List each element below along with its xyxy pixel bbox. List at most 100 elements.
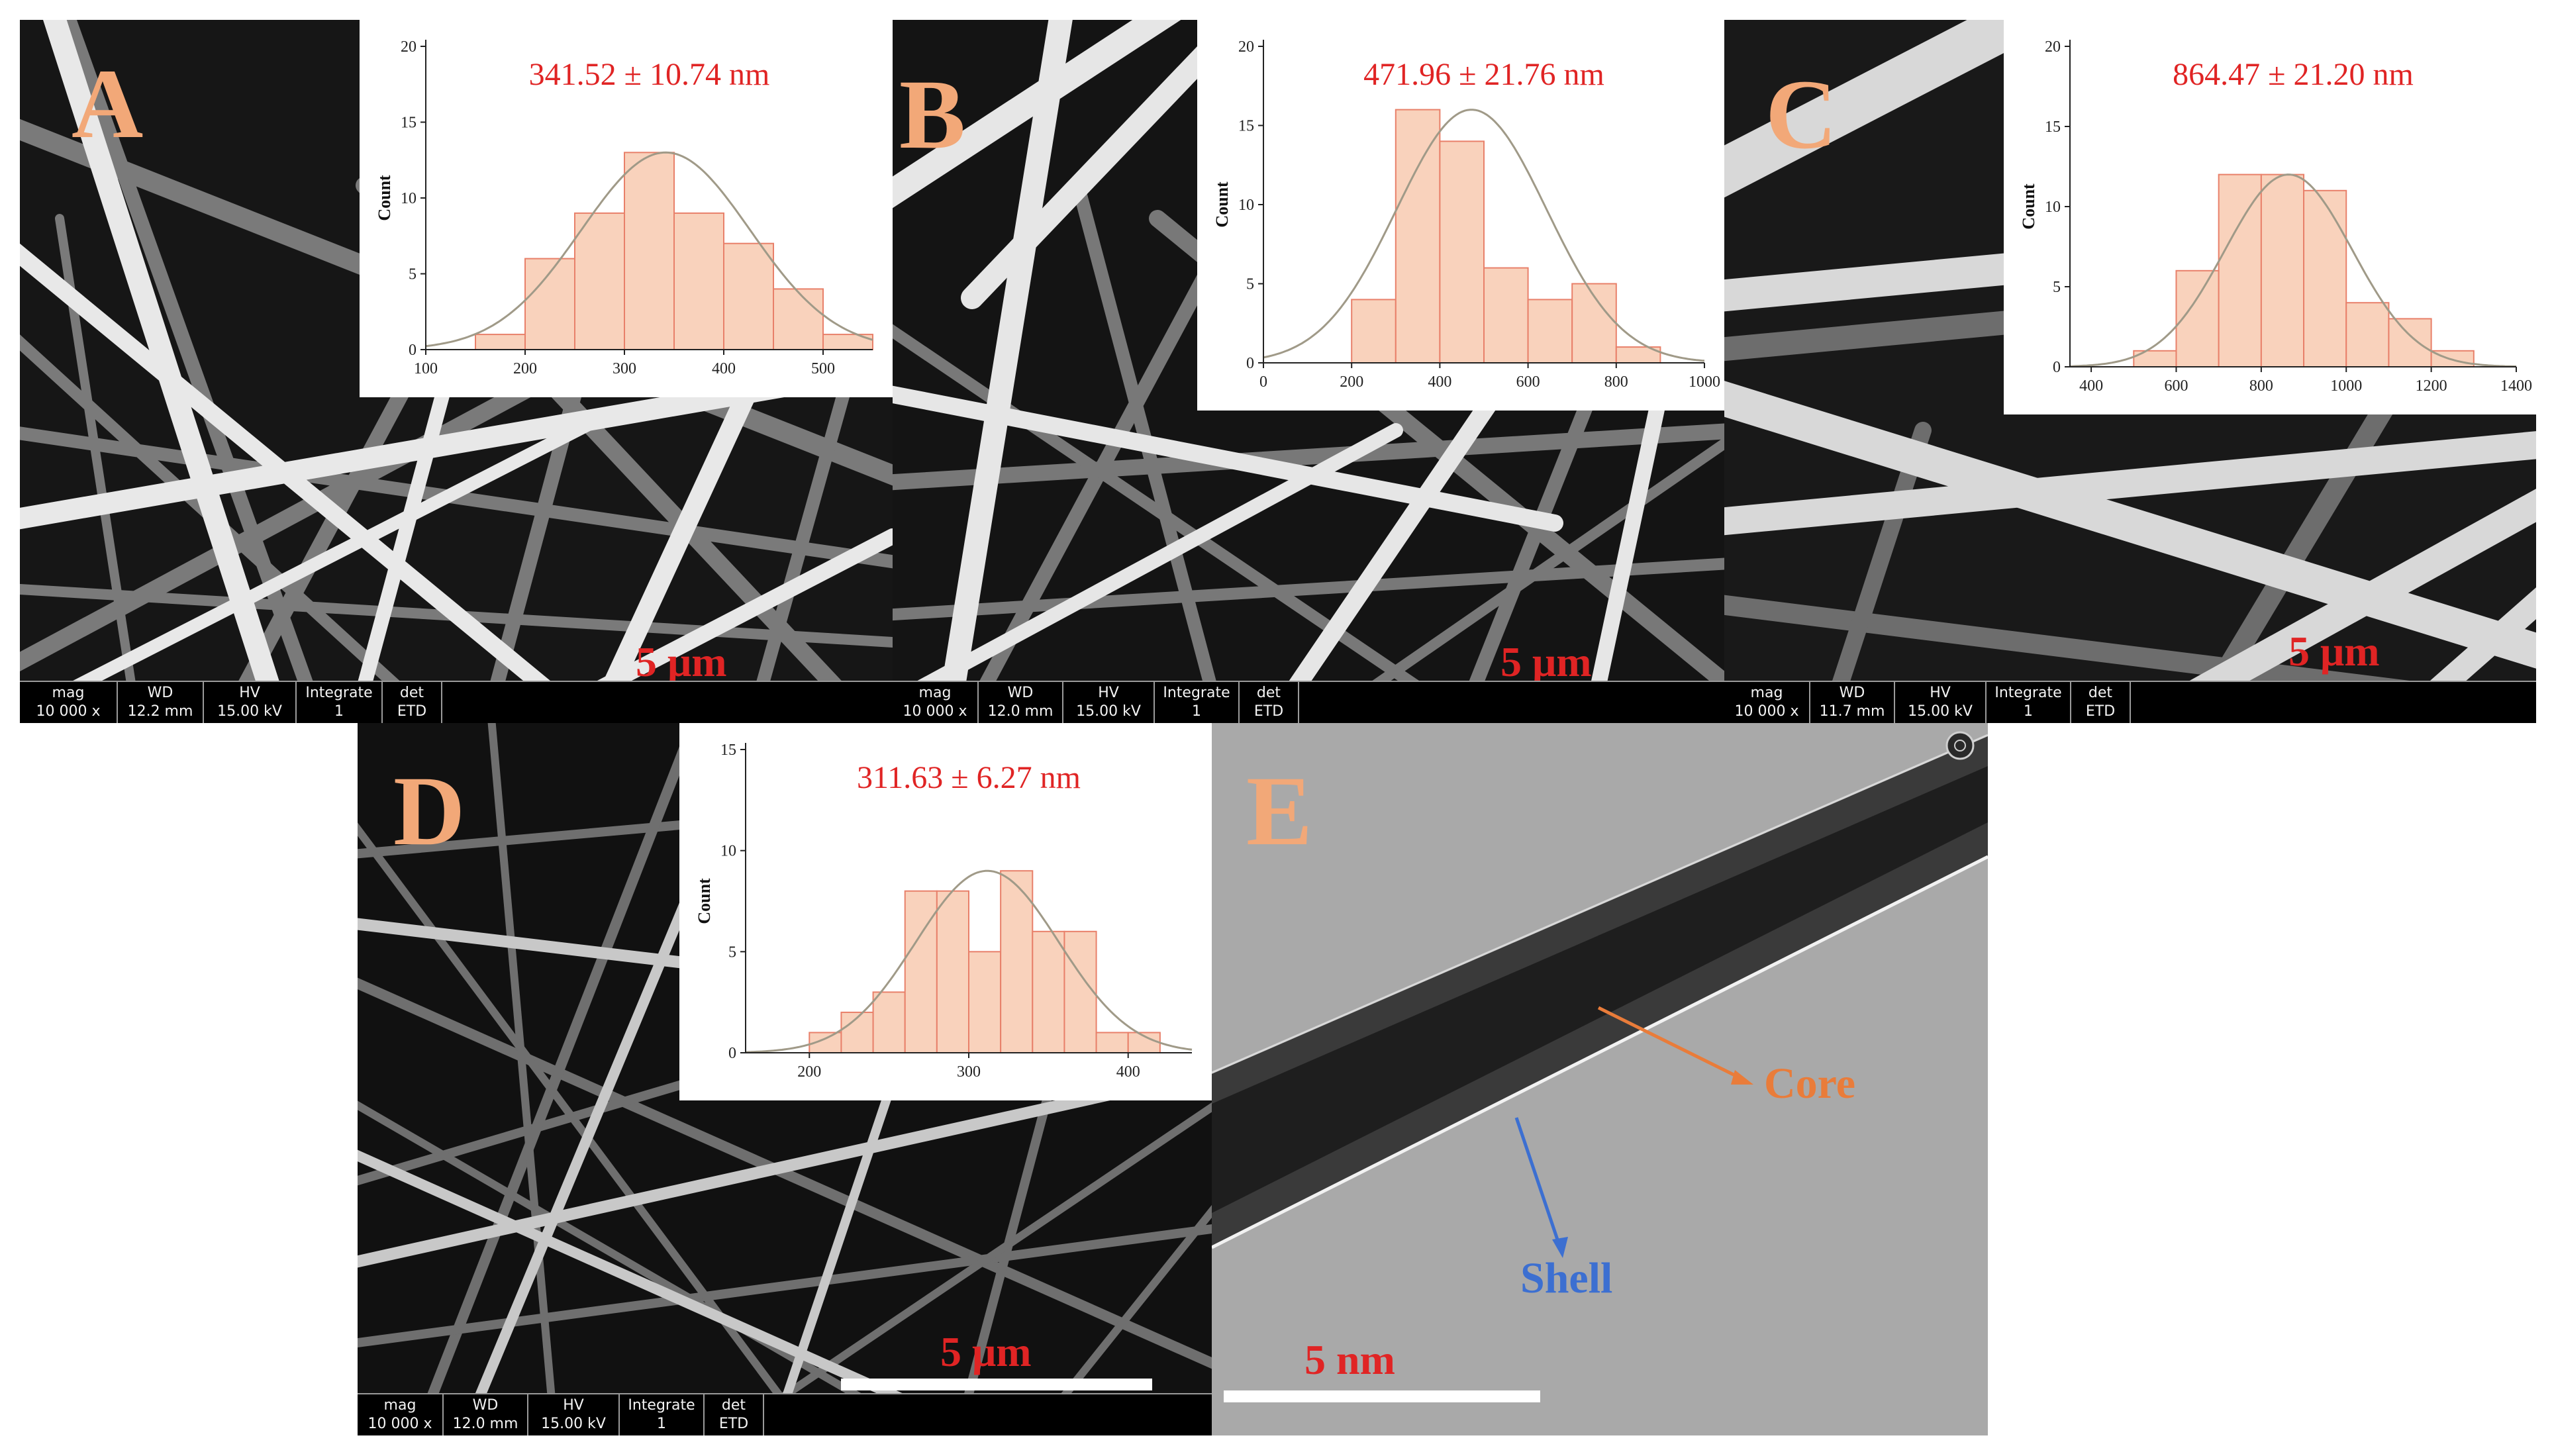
info-cell-hv: HV 15.00 kV	[204, 682, 297, 723]
histogram-d-ytick-label-2: 10	[720, 843, 736, 860]
histogram-c-ytick-label-1: 5	[2053, 279, 2061, 296]
histogram-b-ytick-label-1: 5	[1246, 276, 1254, 293]
histogram-a: 100 200 300 400 500 0 5 10 15 20 Count 341.52 ± 10.…	[375, 38, 873, 377]
info-cell-wd: WD 12.2 mm	[118, 682, 204, 723]
panel-letter-c: C	[1765, 60, 1838, 170]
histogram-c-title: 864.47 ± 21.20 nm	[2173, 57, 2414, 92]
histogram-b-bar-4	[1527, 299, 1573, 364]
histogram-b-ytick-label-3: 15	[1238, 118, 1254, 135]
info-cell-hv: HV 15.00 kV	[528, 1394, 620, 1435]
histogram-a-ytick-label-0: 0	[409, 342, 417, 359]
core-arrow	[1597, 1006, 1747, 1083]
histogram-d-title: 311.63 ± 6.27 nm	[857, 760, 1081, 795]
sem-panel-a: A 100 200 300 400 500 0 5 10 15 20 Count 341.52 ± 1…	[20, 20, 893, 723]
info-cell-integrate: Integrate 1	[1987, 682, 2071, 723]
histogram-c-xtick-label-5: 1400	[2500, 377, 2532, 395]
histogram-d-bar-6	[1000, 870, 1034, 1053]
histogram-c-xtick-label-3: 1000	[2330, 377, 2362, 395]
sem-info-bar-d: mag 10 000 x WD 12.0 mm HV 15.00 kV Integra…	[358, 1393, 1212, 1435]
histogram-c-xtick-label-1: 600	[2164, 377, 2188, 395]
shell-edge-top	[1212, 734, 1988, 1074]
histogram-a-xtick-label-1: 200	[513, 360, 537, 377]
histogram-d-bar-8	[1063, 930, 1097, 1053]
histogram-a-xtick-label-4: 500	[811, 360, 835, 377]
histogram-a-fit-curve	[425, 151, 873, 348]
histogram-c-xtick-label-2: 800	[2249, 377, 2273, 395]
histogram-a-ytick-label-1: 5	[409, 266, 417, 283]
histogram-a-bar-2	[574, 212, 625, 350]
histogram-b-xtick-label-1: 200	[1340, 373, 1363, 391]
info-cell-wd: WD 12.0 mm	[979, 682, 1063, 723]
histogram-c-fit-curve	[2069, 173, 2517, 367]
histogram-b-xtick-label-4: 800	[1604, 373, 1628, 391]
sem-panel-d: D 200 300 400 0 5 10 15 Count 311.63 ± 6.27 nm 5…	[358, 723, 1212, 1435]
histogram-a-ytick-label-4: 20	[401, 38, 417, 56]
histogram-inset-c: 400 600 800 1000 1200 1400 0 5 10 15 20 Count 864.47…	[2004, 20, 2536, 414]
histogram-d-ytick-label-0: 0	[728, 1045, 736, 1062]
histogram-b-bar-3	[1483, 267, 1529, 364]
info-cell-hv: HV 15.00 kV	[1895, 682, 1987, 723]
histogram-c-ytick-label-2: 10	[2045, 199, 2061, 216]
info-cell-det: det ETD	[2071, 682, 2131, 723]
info-cell-det: det ETD	[383, 682, 442, 723]
panel-letter-b: B	[899, 60, 966, 170]
core-arrow-head	[1731, 1070, 1753, 1085]
panel-letter-e: E	[1246, 756, 1313, 866]
info-cell-hv: HV 15.00 kV	[1063, 682, 1155, 723]
histogram-b-xtick-label-0: 0	[1259, 373, 1267, 391]
histogram-c: 400 600 800 1000 1200 1400 0 5 10 15 20 Count 864.47…	[2019, 38, 2532, 395]
histogram-d-bar-7	[1032, 930, 1065, 1053]
panel-letter-a: A	[72, 49, 144, 159]
sem-info-bar-b: mag 10 000 x WD 12.0 mm HV 15.00 kV Integra…	[893, 681, 1724, 723]
sem-panel-b: B 0 200 400 600 800 1000 0 5 10 15 20 Count 471.96 ±…	[893, 20, 1724, 723]
histogram-c-xtick-label-0: 400	[2079, 377, 2103, 395]
histogram-d: 200 300 400 0 5 10 15 Count 311.63 ± 6.27 nm	[695, 742, 1193, 1081]
histogram-d-bar-3	[904, 890, 938, 1053]
histogram-d-xtick-label-0: 200	[797, 1063, 821, 1081]
histogram-d-bar-2	[872, 991, 906, 1053]
histogram-b-ytick-label-0: 0	[1246, 355, 1254, 372]
panel-letter-d: D	[393, 756, 466, 866]
histogram-c-xtick-label-4: 1200	[2416, 377, 2447, 395]
histogram-d-xtick-label-2: 400	[1116, 1063, 1140, 1081]
histogram-b-ylabel: Count	[1212, 181, 1232, 228]
shell-arrow-head	[1552, 1237, 1568, 1258]
histogram-a-title: 341.52 ± 10.74 nm	[529, 57, 770, 92]
scale-label-b: 5 μm	[1500, 638, 1592, 685]
scale-label-a: 5 μm	[636, 638, 727, 685]
histogram-d-ytick-label-3: 15	[720, 742, 736, 759]
info-cell-wd: WD 11.7 mm	[1810, 682, 1895, 723]
histogram-b: 0 200 400 600 800 1000 0 5 10 15 20 Count 471.96 ± 2…	[1212, 38, 1720, 391]
shell-arrow	[1514, 1117, 1562, 1248]
histogram-b-xtick-label-2: 400	[1428, 373, 1451, 391]
histogram-a-ytick-label-2: 10	[401, 190, 417, 207]
histogram-c-bar-6	[2388, 318, 2432, 367]
info-cell-integrate: Integrate 1	[620, 1394, 705, 1435]
scale-label-e: 5 nm	[1304, 1336, 1395, 1383]
histogram-a-ytick-label-3: 15	[401, 115, 417, 132]
histogram-c-bar-4	[2303, 189, 2347, 367]
histogram-b-bar-2	[1439, 140, 1485, 364]
histogram-a-ylabel: Count	[375, 175, 394, 221]
histogram-d-bar-4	[936, 890, 970, 1053]
info-cell-mag: mag 10 000 x	[893, 682, 979, 723]
scale-label-c: 5 μm	[2288, 628, 2380, 675]
histogram-b-ytick-label-4: 20	[1238, 38, 1254, 56]
histogram-d-bar-9	[1095, 1032, 1129, 1054]
histogram-b-xtick-label-3: 600	[1516, 373, 1540, 391]
scale-bar-e	[1224, 1390, 1540, 1402]
histogram-b-bar-1	[1395, 109, 1441, 364]
histogram-c-bar-2	[2218, 173, 2262, 367]
sem-panel-c: C 400 600 800 1000 1200 1400 0 5 10 15 20 Count 864.…	[1724, 20, 2536, 723]
histogram-inset-a: 100 200 300 400 500 0 5 10 15 20 Count 341.52 ± 10.…	[360, 20, 893, 397]
histogram-a-bar-0	[475, 334, 526, 351]
histogram-inset-d: 200 300 400 0 5 10 15 Count 311.63 ± 6.27 nm	[679, 723, 1212, 1100]
histogram-b-bar-0	[1351, 299, 1397, 364]
histogram-c-ytick-label-4: 20	[2045, 38, 2061, 56]
scale-label-d: 5 μm	[940, 1328, 1032, 1375]
histogram-c-bar-3	[2260, 173, 2305, 367]
histogram-a-xtick-label-2: 300	[613, 360, 636, 377]
scale-bar-d	[841, 1379, 1152, 1390]
histogram-a-bar-3	[624, 152, 675, 351]
core-label: Core	[1764, 1059, 1856, 1108]
